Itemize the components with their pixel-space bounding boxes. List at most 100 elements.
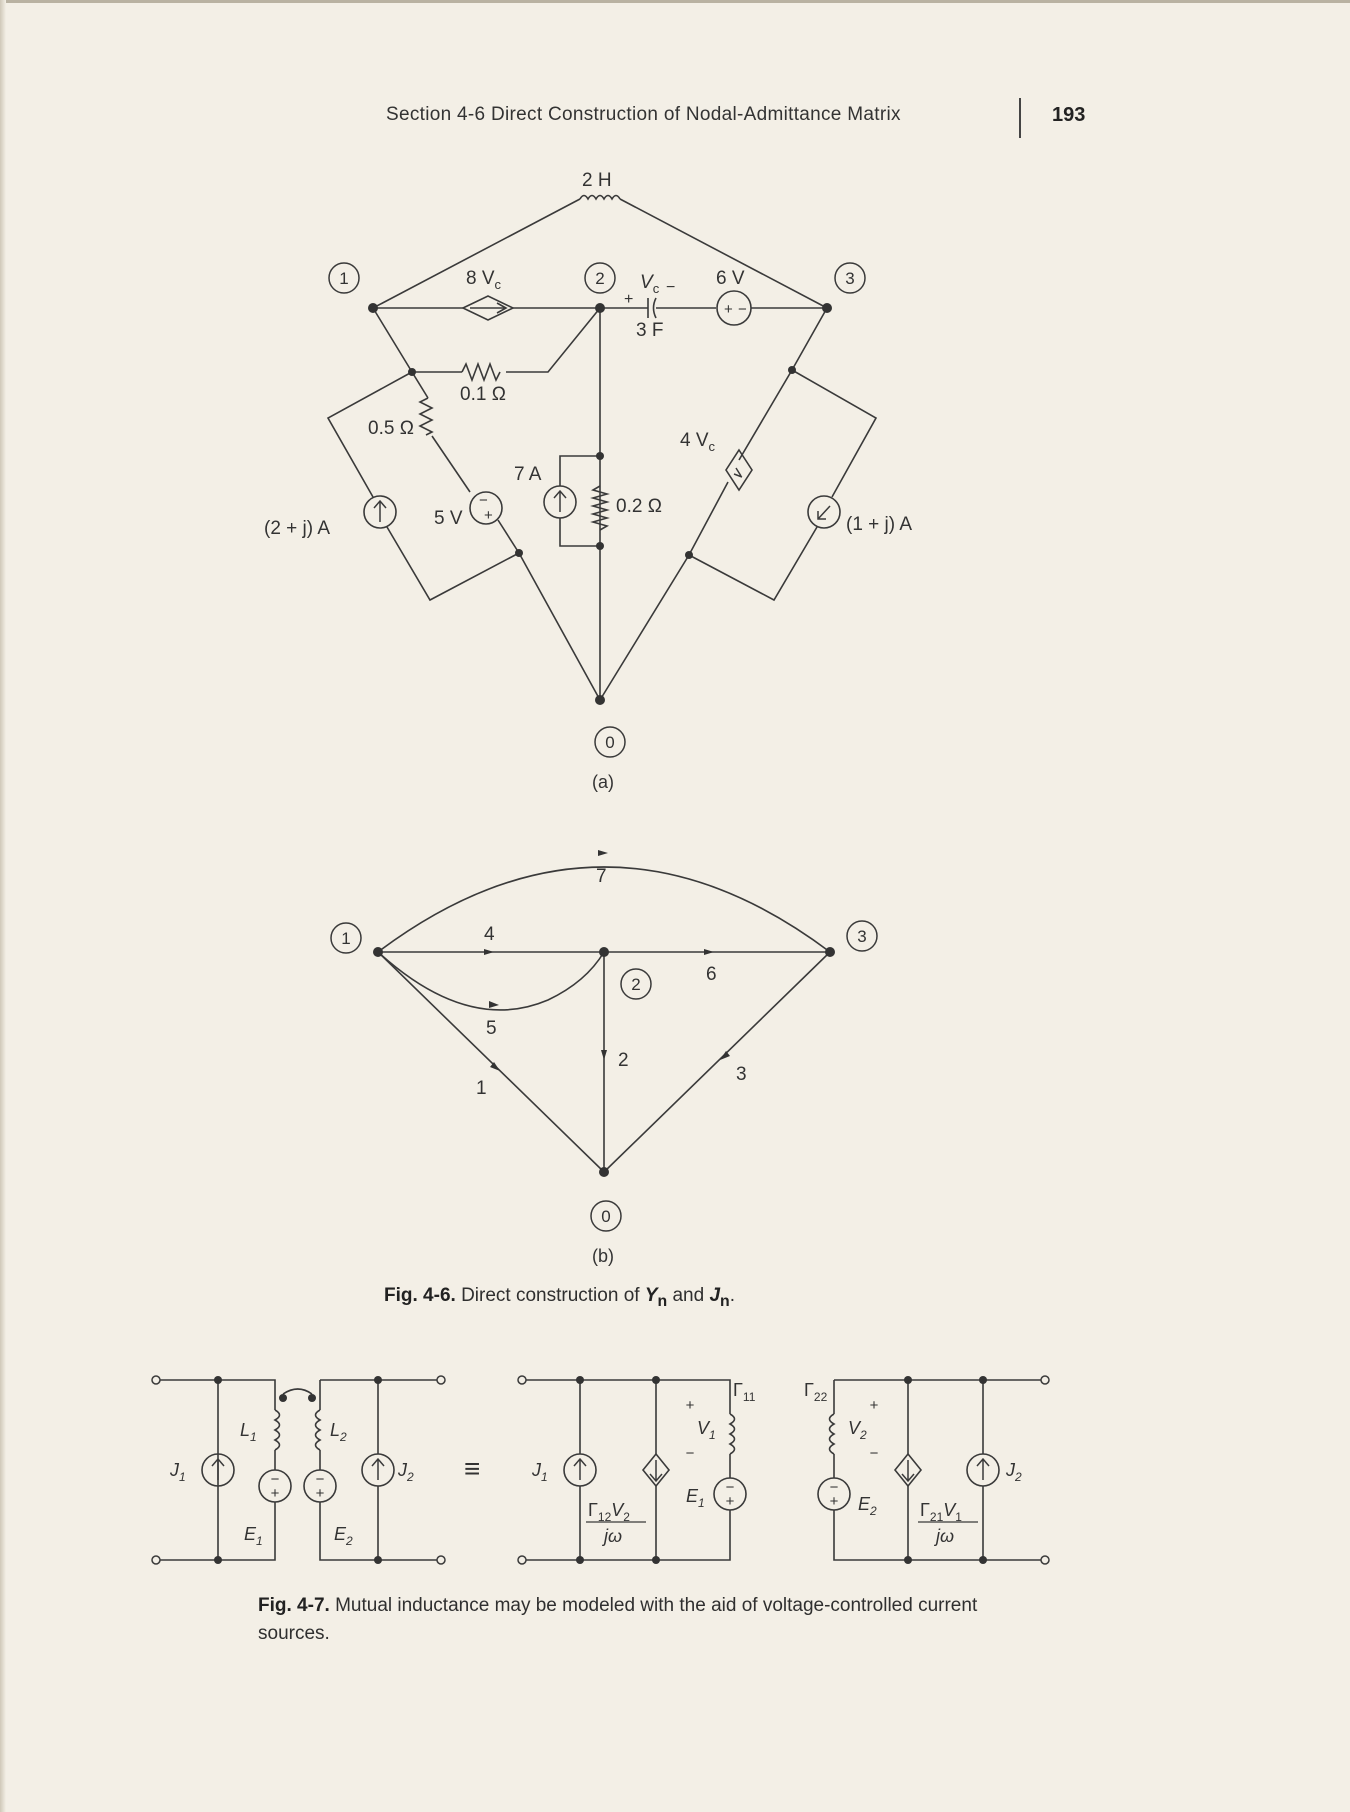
node-3-marker (834, 262, 866, 294)
label-0.1-ohm: 0.1 Ω (460, 384, 506, 405)
label-j2-right: J (1005, 1460, 1016, 1480)
branch-label-1: 1 (476, 1078, 487, 1099)
svg-text:Γ21V1: Γ21V1 (920, 1500, 962, 1524)
running-head: Section 4-6 Direct Construction of Nodal… (386, 104, 901, 125)
branch-label-4: 4 (484, 924, 495, 945)
svg-text:J2: J2 (397, 1460, 414, 1484)
graph-node-3-label: 3 (857, 927, 866, 946)
label-g21: Γ (920, 1500, 930, 1520)
graph-node-3-marker (846, 920, 878, 952)
label-e1-left: E (244, 1524, 257, 1544)
header-divider (1019, 98, 1021, 138)
graph-node-0-marker (590, 1200, 622, 1232)
wire-inductor-to-3 (619, 198, 828, 309)
branch-5 (377, 951, 605, 1011)
svg-text:+: + (624, 291, 633, 308)
inductor-2h-coil (579, 194, 621, 201)
svg-text:E2: E2 (334, 1524, 353, 1548)
figure-4-6-caption: Fig. 4-6. Direct construction of Yn and … (384, 1285, 735, 1310)
svg-text:+: + (724, 301, 733, 318)
svg-text:−: − (738, 301, 747, 318)
svg-text:V1: V1 (697, 1418, 716, 1442)
label-v2: V (848, 1418, 862, 1438)
page-number: 193 (1052, 104, 1086, 126)
label-capacitor: 3 F (636, 320, 663, 341)
svg-text:−: − (870, 1445, 879, 1462)
svg-text:−: − (479, 492, 488, 509)
caption-4-7-label: Fig. 4-7. (258, 1595, 330, 1616)
node-3-label: 3 (845, 269, 854, 288)
svg-text:−: − (666, 279, 675, 296)
branch-label-7: 7 (596, 866, 607, 887)
label-inductor: 2 H (582, 170, 612, 191)
svg-text:8 Vc: 8 Vc (466, 268, 502, 292)
svg-text:L2: L2 (330, 1420, 347, 1444)
svg-text:−: − (726, 1479, 735, 1496)
label-8vc: 8 V (466, 268, 495, 289)
inductor-g11 (728, 1413, 736, 1455)
label-j1-left: J (169, 1460, 180, 1480)
svg-text:+: + (726, 1493, 735, 1510)
label-4vc: 4 V (680, 430, 709, 451)
label-l1: L (240, 1420, 250, 1440)
node-2-label: 2 (595, 269, 604, 288)
svg-text:V2: V2 (848, 1418, 867, 1442)
svg-text:+: + (316, 1485, 325, 1502)
svg-text:+: + (870, 1397, 879, 1414)
figure-4-7-caption: Fig. 4-7. Mutual inductance may be model… (258, 1595, 978, 1644)
label-e2-right: E (858, 1494, 871, 1514)
inductor-l2 (314, 1409, 322, 1451)
label-jw-left: jω (601, 1526, 622, 1546)
label-g11: Γ (733, 1380, 743, 1400)
svg-text:+: + (686, 1397, 695, 1414)
caption-4-6-label: Fig. 4-6. (384, 1285, 456, 1306)
current-source-j1-left (201, 1453, 235, 1487)
svg-text:−: − (686, 1445, 695, 1462)
label-j2-left: J (397, 1460, 408, 1480)
equivalence-symbol: ≡ (464, 1453, 480, 1484)
label-2pj-a: (2 + j) A (264, 518, 330, 539)
mutual-coupling-arrow (282, 1388, 313, 1395)
branch-label-5: 5 (486, 1018, 497, 1039)
svg-text:Γ12V2: Γ12V2 (588, 1500, 630, 1524)
label-j1-right: J (531, 1460, 542, 1480)
svg-text:J1: J1 (531, 1460, 548, 1484)
svg-text:Vc: Vc (640, 272, 660, 296)
current-source-j2-right (966, 1453, 1000, 1487)
label-l2: L (330, 1420, 340, 1440)
label-e2-left: E (334, 1524, 347, 1544)
svg-text:+: + (271, 1485, 280, 1502)
svg-text:Γ22: Γ22 (804, 1380, 828, 1404)
svg-text:E2: E2 (858, 1494, 877, 1518)
inductor-l1 (273, 1409, 281, 1451)
svg-text:4 Vc: 4 Vc (680, 430, 716, 454)
label-jw-right: jω (933, 1526, 954, 1546)
label-7a: 7 A (514, 464, 542, 485)
node-2-marker (584, 262, 616, 294)
svg-text:J1: J1 (169, 1460, 186, 1484)
current-source-1pj (807, 495, 841, 529)
svg-text:+: + (484, 507, 493, 524)
branch-label-6: 6 (706, 964, 717, 985)
branch-1 (377, 951, 605, 1173)
node-1-label: 1 (339, 269, 348, 288)
dep-source-g21 (893, 1452, 923, 1488)
svg-text:−: − (316, 1471, 325, 1488)
graph-node-1-marker (330, 922, 362, 954)
graph-node-1-label: 1 (341, 929, 350, 948)
page-binding-edge (0, 0, 6, 1812)
svg-text:−: − (271, 1471, 280, 1488)
current-source-2pj (363, 495, 397, 529)
label-v1: V (697, 1418, 711, 1438)
capacitor-3f (647, 297, 657, 319)
svg-text:J2: J2 (1005, 1460, 1022, 1484)
label-g12: Γ (588, 1500, 598, 1520)
figure-4-6b-sublabel: (b) (592, 1246, 614, 1266)
branch-label-2: 2 (618, 1050, 629, 1071)
dep-source-g12 (641, 1452, 671, 1488)
branch-7 (377, 866, 831, 953)
svg-text:L1: L1 (240, 1420, 257, 1444)
resistor-0.1-ohm (461, 361, 501, 383)
